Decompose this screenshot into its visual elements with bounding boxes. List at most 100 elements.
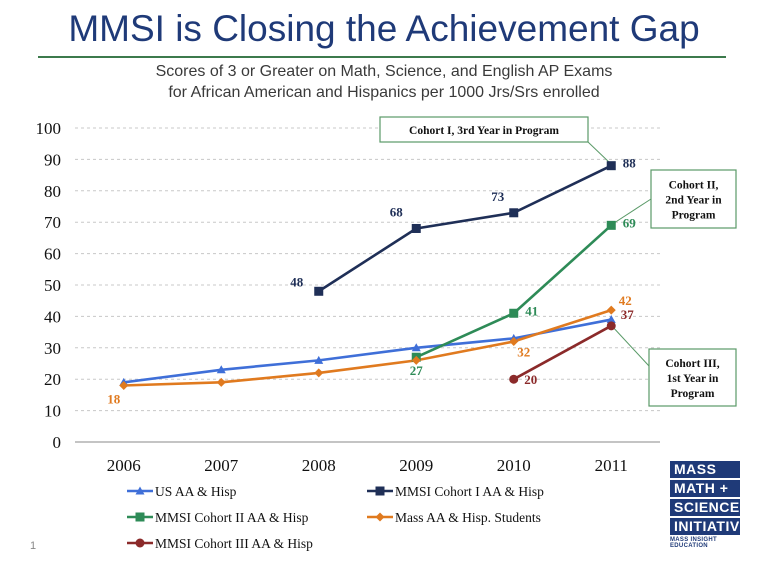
callout-cohort1: Cohort I, 3rd Year in Program	[379, 116, 589, 143]
callouts: Cohort I, 3rd Year in Program Cohort II, 2…	[379, 116, 737, 407]
data-labels: 48 68 73 88 27 41 69 18 32 42 20 37	[107, 156, 636, 407]
callout-text-cohort1-0: Cohort I, 3rd Year in Program	[409, 125, 559, 137]
series-line-mmsi-cohort-i-aa-hisp	[318, 164, 612, 293]
logo-line-1: MASS	[670, 461, 740, 478]
subtitle-line-1: Scores of 3 or Greater on Math, Science,…	[155, 63, 613, 80]
legend-swatch-marker-mmsi-cohort-iii-aa-hisp	[135, 538, 145, 548]
y-axis-ticks: 0 10 20 30 40 50 60 70 80 90 100	[36, 119, 62, 452]
point-mmsi-cohort-i-aa-hisp-2009	[411, 223, 421, 233]
callout-leader-cohort2	[610, 198, 652, 226]
callout-leader-cohort3	[610, 324, 650, 367]
legend-item-mmsi-cohort-iii-aa-hisp: MMSI Cohort III AA & Hisp	[127, 536, 313, 551]
legend-swatch-marker-mass-aa-hisp-students	[375, 512, 385, 522]
point-mass-aa-hisp-students-2007	[216, 377, 226, 387]
data-label-mmsi-cohort-ii-aa-hisp-2009: 27	[410, 363, 424, 378]
point-mmsi-cohort-ii-aa-hisp-2011	[606, 220, 616, 230]
x-tick-label-2008: 2008	[302, 456, 336, 475]
mmsi-logo: MASS MATH + SCIENCE INITIATIVE MASS INSI…	[670, 461, 749, 549]
callout-text-cohort3-2: Program	[671, 388, 715, 400]
legend-swatch-marker-us-aa-hisp	[135, 486, 145, 495]
subtitle-line-2: for African American and Hispanics per 1…	[168, 84, 600, 101]
series-markers	[119, 161, 616, 390]
y-tick-label-0: 0	[53, 433, 62, 452]
page-title: MMSI is Closing the Achievement Gap	[68, 8, 700, 49]
y-tick-label-100: 100	[36, 119, 62, 138]
point-mmsi-cohort-ii-aa-hisp-2010	[509, 308, 519, 318]
legend: US AA & Hisp MMSI Cohort I AA & Hisp MMSI …	[127, 484, 544, 551]
series-line-mass-aa-hisp-students	[123, 308, 612, 387]
data-label-mass-aa-hisp-students-2011: 42	[619, 293, 632, 308]
callout-text-cohort2-1: 2nd Year in	[665, 195, 722, 207]
point-us-aa-hisp-2007	[216, 365, 226, 374]
point-mass-aa-hisp-students-2010	[509, 337, 519, 347]
series-lines	[123, 164, 613, 387]
y-tick-label-50: 50	[44, 276, 61, 295]
legend-swatch-marker-mmsi-cohort-ii-aa-hisp	[135, 512, 145, 522]
legend-item-mass-aa-hisp-students: Mass AA & Hisp. Students	[367, 510, 541, 525]
logo-line-4: INITIATIVE	[670, 518, 749, 535]
legend-item-mmsi-cohort-i-aa-hisp: MMSI Cohort I AA & Hisp	[367, 484, 544, 499]
legend-swatch-marker-mmsi-cohort-i-aa-hisp	[375, 486, 385, 496]
callout-leaders	[587, 141, 652, 367]
point-us-aa-hisp-2009	[411, 343, 421, 352]
x-tick-label-2006: 2006	[107, 456, 141, 475]
y-tick-label-80: 80	[44, 182, 61, 201]
point-mmsi-cohort-iii-aa-hisp-2010	[509, 374, 519, 384]
data-label-mass-aa-hisp-students-2006: 18	[107, 391, 121, 406]
point-mmsi-cohort-i-aa-hisp-2010	[509, 208, 519, 218]
point-mass-aa-hisp-students-2011	[606, 305, 616, 315]
y-tick-label-30: 30	[44, 339, 61, 358]
point-mass-aa-hisp-students-2006	[119, 380, 129, 390]
page-number: 1	[30, 540, 37, 552]
data-label-mmsi-cohort-i-aa-hisp-2009: 68	[390, 204, 404, 219]
gridlines	[75, 127, 660, 412]
x-tick-label-2011: 2011	[595, 456, 628, 475]
legend-item-mmsi-cohort-ii-aa-hisp: MMSI Cohort II AA & Hisp	[127, 510, 309, 525]
x-tick-label-2007: 2007	[204, 456, 239, 475]
point-mass-aa-hisp-students-2009	[411, 355, 421, 365]
title-divider	[38, 56, 726, 58]
legend-label-mass-aa-hisp-students: Mass AA & Hisp. Students	[395, 510, 541, 525]
point-mass-aa-hisp-students-2008	[314, 368, 324, 378]
legend-label-mmsi-cohort-ii-aa-hisp: MMSI Cohort II AA & Hisp	[155, 510, 309, 525]
callout-box-cohort3	[648, 348, 737, 407]
legend-label-us-aa-hisp: US AA & Hisp	[155, 484, 237, 499]
data-label-mmsi-cohort-iii-aa-hisp-2011: 37	[621, 307, 635, 322]
callout-leader-cohort1	[587, 141, 612, 165]
callout-text-cohort3-0: Cohort III,	[665, 358, 719, 370]
series-line-us-aa-hisp	[123, 318, 612, 384]
legend-label-mmsi-cohort-iii-aa-hisp: MMSI Cohort III AA & Hisp	[155, 536, 313, 551]
y-tick-label-70: 70	[44, 213, 61, 232]
data-label-mmsi-cohort-i-aa-hisp-2010: 73	[491, 189, 505, 204]
y-tick-label-60: 60	[44, 245, 61, 264]
series-line-mmsi-cohort-iii-aa-hisp	[513, 324, 612, 381]
callout-cohort3: Cohort III, 1st Year in Program	[648, 348, 737, 407]
x-tick-label-2010: 2010	[497, 456, 531, 475]
point-mmsi-cohort-i-aa-hisp-2011	[606, 161, 616, 171]
data-label-mmsi-cohort-i-aa-hisp-2011: 88	[623, 156, 637, 171]
y-tick-label-20: 20	[44, 370, 61, 389]
legend-item-us-aa-hisp: US AA & Hisp	[127, 484, 237, 499]
data-label-mmsi-cohort-ii-aa-hisp-2010: 41	[525, 303, 538, 318]
point-us-aa-hisp-2008	[314, 355, 324, 364]
x-axis-ticks: 2006 2007 2008 2009 2010 2011	[107, 456, 628, 475]
data-label-mmsi-cohort-iii-aa-hisp-2010: 20	[524, 372, 537, 387]
point-mmsi-cohort-i-aa-hisp-2008	[314, 286, 324, 296]
data-label-mmsi-cohort-ii-aa-hisp-2011: 69	[623, 215, 637, 230]
point-mmsi-cohort-iii-aa-hisp-2011	[606, 321, 616, 331]
callout-text-cohort2-2: Program	[672, 210, 716, 222]
legend-label-mmsi-cohort-i-aa-hisp: MMSI Cohort I AA & Hisp	[395, 484, 544, 499]
logo-line-2: MATH +	[670, 480, 740, 497]
callout-box-cohort2	[650, 169, 737, 229]
point-us-aa-hisp-2011	[606, 315, 616, 324]
logo-line-3: SCIENCE	[670, 499, 740, 516]
x-tick-label-2009: 2009	[399, 456, 433, 475]
y-tick-label-40: 40	[44, 307, 61, 326]
callout-text-cohort3-1: 1st Year in	[667, 373, 719, 385]
data-label-mass-aa-hisp-students-2010: 32	[517, 345, 530, 360]
callout-text-cohort2-0: Cohort II,	[669, 180, 719, 192]
data-label-mmsi-cohort-i-aa-hisp-2008: 48	[290, 274, 304, 289]
callout-cohort2: Cohort II, 2nd Year in Program	[650, 169, 737, 229]
y-tick-label-90: 90	[44, 150, 61, 169]
